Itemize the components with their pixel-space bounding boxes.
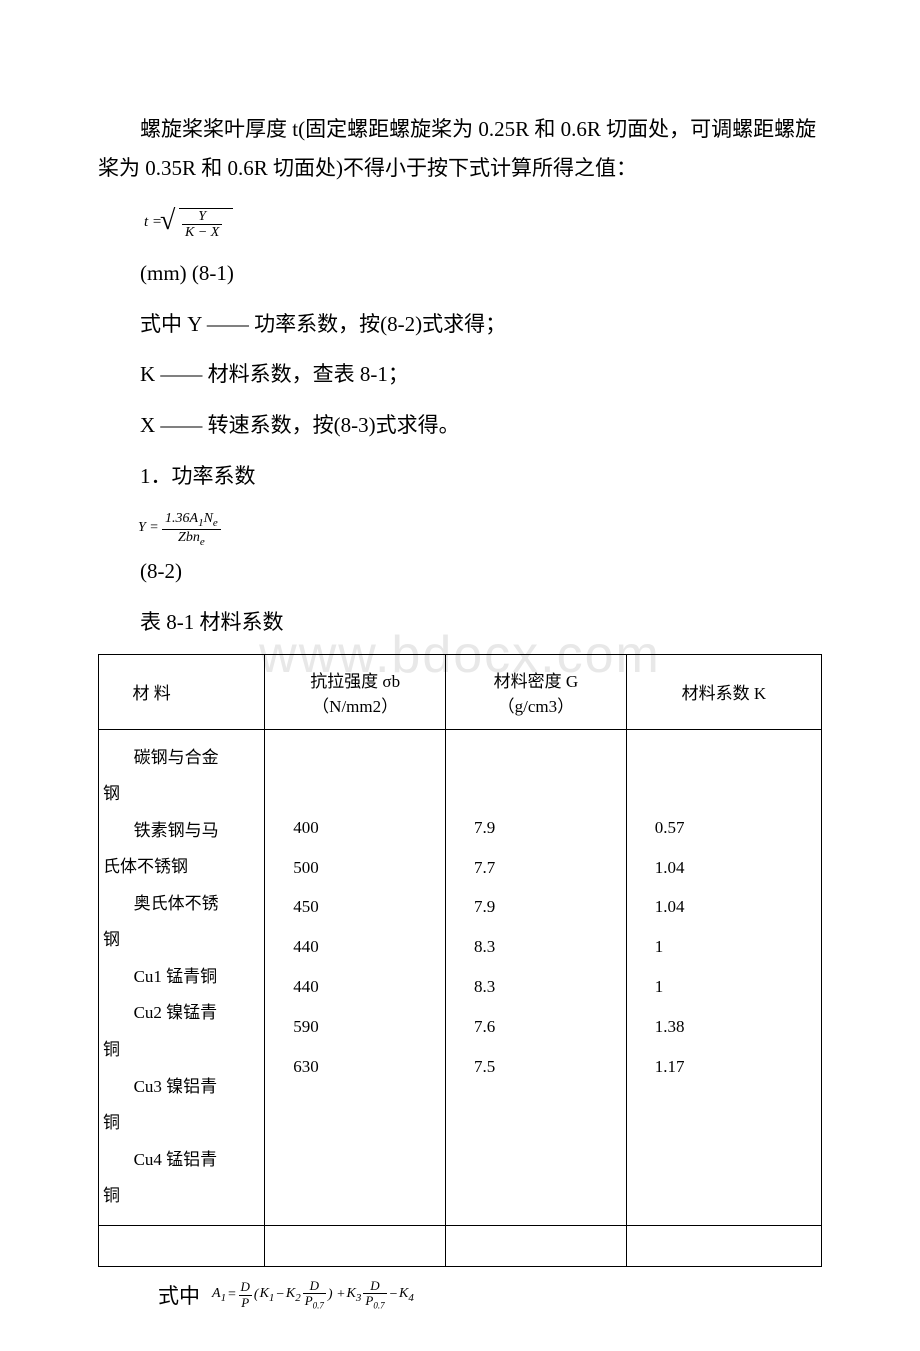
paragraph-intro: 螺旋桨桨叶厚度 t(固定螺距螺旋桨为 0.25R 和 0.6R 切面处，可调螺距… xyxy=(98,110,822,188)
empty-1 xyxy=(99,1225,265,1266)
y-num-const: 1.36 xyxy=(165,511,190,526)
th-sigma: 抗拉强度 σb （N/mm2） xyxy=(265,654,446,729)
formula-t-den: K − X xyxy=(182,225,222,240)
sqrt-icon: √ xyxy=(160,205,175,237)
formula-a1: A1 = DP ( K1 − K2 D P0.7 ) + K3 D P0.7 −… xyxy=(212,1279,414,1312)
formula-y-num: 1.36A1Ne xyxy=(162,511,221,530)
k-6: 1.17 xyxy=(655,1047,813,1087)
empty-2 xyxy=(265,1225,446,1266)
sigma-3: 440 xyxy=(293,927,437,967)
k-3: 1 xyxy=(655,927,813,967)
empty-4 xyxy=(626,1225,821,1266)
a1-minus1: − xyxy=(275,1287,284,1303)
sigma-0: 400 xyxy=(293,808,437,848)
td-kcoef: 0.57 1.04 1.04 1 1 1.38 1.17 xyxy=(626,729,821,1225)
sigma-6: 630 xyxy=(293,1047,437,1087)
def-y: 式中 Y —— 功率系数，按(8-2)式求得； xyxy=(98,305,822,344)
k-0: 0.57 xyxy=(655,808,813,848)
k-2: 1.04 xyxy=(655,887,813,927)
sigma-5: 590 xyxy=(293,1007,437,1047)
a1-paren-close: ) + xyxy=(328,1287,346,1303)
y-num-a: A xyxy=(190,511,199,526)
table-caption: 表 8-1 材料系数 xyxy=(98,603,822,642)
th-kcoef: 材料系数 K xyxy=(626,654,821,729)
material-table: 材 料 抗拉强度 σb （N/mm2） 材料密度 G （g/cm3） 材料系数 … xyxy=(98,654,822,1267)
table-data-row: 碳钢与合金 钢 铁素钢与马 氏体不锈钢 奥氏体不锈 钢 Cu1 锰青铜 Cu2 … xyxy=(99,729,822,1225)
a1-k1: K1 xyxy=(260,1286,275,1304)
formula-a1-label: 式中 xyxy=(158,1280,200,1310)
formula-a1-row: 式中 A1 = DP ( K1 − K2 D P0.7 ) + K3 D P0.… xyxy=(158,1279,822,1312)
td-materials: 碳钢与合金 钢 铁素钢与马 氏体不锈钢 奥氏体不锈 钢 Cu1 锰青铜 Cu2 … xyxy=(99,729,265,1225)
formula-t-unit: (mm) (8-1) xyxy=(98,254,822,293)
density-0: 7.9 xyxy=(474,808,618,848)
a1-frac2: D P0.7 xyxy=(303,1279,326,1312)
density-2: 7.9 xyxy=(474,887,618,927)
formula-y-lhs: Y = xyxy=(138,520,159,536)
y-num-n-sub: e xyxy=(213,517,218,529)
sigma-2: 450 xyxy=(293,887,437,927)
table-header-row: 材 料 抗拉强度 σb （N/mm2） 材料密度 G （g/cm3） 材料系数 … xyxy=(99,654,822,729)
y-num-n: N xyxy=(204,511,213,526)
def-k: K —— 材料系数，查表 8-1； xyxy=(98,355,822,394)
formula-t: t = √ Y K − X xyxy=(146,198,822,246)
td-sigma: 400 500 450 440 440 590 630 xyxy=(265,729,446,1225)
a1-minus2: − xyxy=(389,1287,398,1303)
th-density-line2: （g/cm3） xyxy=(498,697,575,716)
document-content: 螺旋桨桨叶厚度 t(固定螺距螺旋桨为 0.25R 和 0.6R 切面处，可调螺距… xyxy=(98,110,822,1311)
density-1: 7.7 xyxy=(474,848,618,888)
empty-3 xyxy=(446,1225,627,1266)
a1-var: A1 xyxy=(212,1286,226,1304)
y-den-sub: e xyxy=(200,536,205,548)
th-sigma-line2: （N/mm2） xyxy=(312,697,398,716)
y-den-zbn: Zbn xyxy=(178,530,200,545)
th-density-line1: 材料密度 G xyxy=(494,672,579,691)
formula-t-num: Y xyxy=(182,209,222,225)
a1-k2: K2 xyxy=(286,1286,301,1304)
a1-frac3: D P0.7 xyxy=(363,1279,386,1312)
formula-y: Y = 1.36A1Ne Zbne xyxy=(138,508,822,548)
th-density: 材料密度 G （g/cm3） xyxy=(446,654,627,729)
formula-y-frac: 1.36A1Ne Zbne xyxy=(162,511,221,548)
formula-y-ref: (8-2) xyxy=(98,552,822,591)
def-x: X —— 转速系数，按(8-3)式求得。 xyxy=(98,406,822,445)
a1-frac1: DP xyxy=(239,1280,252,1310)
k-1: 1.04 xyxy=(655,848,813,888)
th-sigma-line1: 抗拉强度 σb xyxy=(310,672,400,691)
th-material: 材 料 xyxy=(99,654,265,729)
a1-eq: = xyxy=(227,1287,236,1303)
td-density: 7.9 7.7 7.9 8.3 8.3 7.6 7.5 xyxy=(446,729,627,1225)
a1-paren-open: ( xyxy=(254,1287,259,1303)
formula-y-den: Zbne xyxy=(162,530,221,548)
density-6: 7.5 xyxy=(474,1047,618,1087)
k-4: 1 xyxy=(655,967,813,1007)
a1-k3: K3 xyxy=(347,1286,362,1304)
density-5: 7.6 xyxy=(474,1007,618,1047)
a1-k4: K4 xyxy=(399,1286,414,1304)
k-5: 1.38 xyxy=(655,1007,813,1047)
formula-t-frac: Y K − X xyxy=(182,209,222,241)
sigma-1: 500 xyxy=(293,848,437,888)
sigma-4: 440 xyxy=(293,967,437,1007)
table-empty-row xyxy=(99,1225,822,1266)
density-3: 8.3 xyxy=(474,927,618,967)
density-4: 8.3 xyxy=(474,967,618,1007)
heading-power-coef: 1．功率系数 xyxy=(98,457,822,496)
